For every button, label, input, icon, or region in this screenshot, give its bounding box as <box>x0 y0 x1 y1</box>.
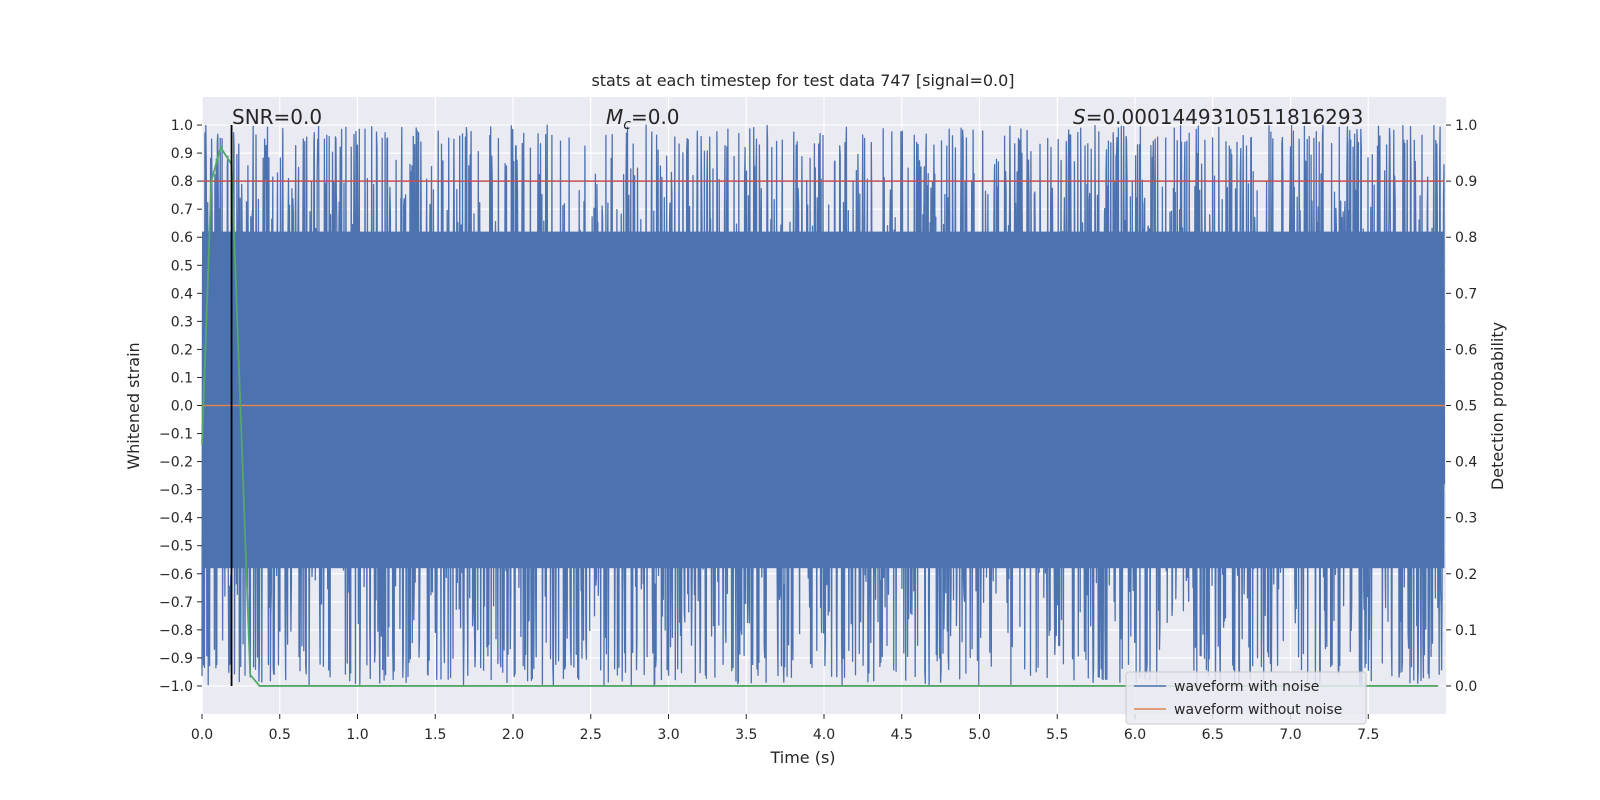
chart-title: stats at each timestep for test data 747… <box>591 71 1014 90</box>
y-tick-label: −0.3 <box>159 483 193 499</box>
x-axis-label: Time (s) <box>769 748 835 767</box>
y-tick-label: −0.8 <box>159 623 193 639</box>
y-tick-label: 0.6 <box>171 230 193 246</box>
x-tick-label: 3.5 <box>735 727 757 743</box>
noise-waveform <box>201 124 1446 687</box>
y-tick-label: 0.0 <box>171 399 193 415</box>
detection-probability-line <box>201 145 1439 687</box>
s-value: =0.0001449310511816293 <box>1086 105 1364 129</box>
x-tick-label: 2.0 <box>502 727 524 743</box>
x-tick-label: 7.5 <box>1357 727 1379 743</box>
y-tick-label: −0.1 <box>159 427 193 443</box>
y2-tick-label: 0.5 <box>1455 399 1477 415</box>
y-axis-label: Whitened strain <box>124 342 143 469</box>
mc-value: =0.0 <box>631 105 680 129</box>
x-tick-label: 6.5 <box>1202 727 1224 743</box>
y-tick-label: 0.1 <box>171 370 193 386</box>
y2-tick-label: 0.3 <box>1455 511 1477 527</box>
y2-tick-label: 1.0 <box>1455 118 1477 134</box>
legend-label-clean: waveform without noise <box>1174 702 1342 718</box>
noise-series-band <box>202 231 1445 569</box>
y-tick-label: 0.8 <box>171 174 193 190</box>
y-tick-label: 1.0 <box>171 118 193 134</box>
y-tick-label: 0.7 <box>171 202 193 218</box>
y-tick-label: 0.9 <box>171 146 193 162</box>
y-tick-label: −0.4 <box>159 511 193 527</box>
legend-label-noise: waveform with noise <box>1174 679 1319 695</box>
y-tick-label: −0.5 <box>159 539 193 555</box>
y-tick-label: −0.6 <box>159 567 193 583</box>
y-tick-label: 0.3 <box>171 314 193 330</box>
y2-axis-ticks: 1.0 0.9 0.8 0.7 0.6 0.5 0.4 0.3 0.2 0.1 0.0 <box>1446 118 1477 695</box>
x-tick-label: 4.5 <box>891 727 913 743</box>
y-tick-label: −0.7 <box>159 595 193 611</box>
x-tick-label: 1.0 <box>346 727 368 743</box>
legend-box <box>1125 671 1367 725</box>
y2-tick-label: 0.4 <box>1455 455 1477 471</box>
y-tick-label: −0.9 <box>159 651 193 667</box>
x-tick-label: 6.0 <box>1124 727 1146 743</box>
y2-tick-label: 0.2 <box>1455 567 1477 583</box>
y2-tick-label: 0.7 <box>1455 286 1477 302</box>
y-axis-ticks: 1.0 0.9 0.8 0.7 0.6 0.5 0.4 0.3 0.2 0.1 0.0 −0.1 −0.… <box>159 118 202 695</box>
overlay-lines <box>201 125 1445 687</box>
mc-subscript: c <box>623 117 631 133</box>
x-tick-label: 3.0 <box>657 727 679 743</box>
y2-axis-label: Detection probability <box>1488 322 1507 490</box>
y2-tick-label: 0.6 <box>1455 342 1477 358</box>
y-tick-label: 0.2 <box>171 342 193 358</box>
y2-tick-label: 0.0 <box>1455 679 1477 695</box>
legend: waveform with noise waveform without noi… <box>1125 671 1367 725</box>
x-tick-label: 1.5 <box>424 727 446 743</box>
x-tick-label: 5.5 <box>1046 727 1068 743</box>
x-tick-label: 7.0 <box>1279 727 1301 743</box>
x-tick-label: 0.5 <box>269 727 291 743</box>
y2-tick-label: 0.8 <box>1455 230 1477 246</box>
x-axis-ticks: 0.0 0.5 1.0 1.5 2.0 2.5 3.0 3.5 4.0 4.5 5.0 5.5 6.0 6… <box>191 714 1379 743</box>
y-tick-label: 0.5 <box>171 258 193 274</box>
x-tick-label: 5.0 <box>968 727 990 743</box>
y-tick-label: −1.0 <box>159 679 193 695</box>
s-annotation: S=0.0001449310511816293 <box>1073 105 1363 129</box>
x-tick-label: 0.0 <box>191 727 213 743</box>
y2-tick-label: 0.9 <box>1455 174 1477 190</box>
y-tick-label: 0.4 <box>171 286 193 302</box>
x-tick-label: 4.0 <box>813 727 835 743</box>
y-tick-label: −0.2 <box>159 455 193 471</box>
y2-tick-label: 0.1 <box>1455 623 1477 639</box>
mc-symbol: M <box>606 105 623 129</box>
mc-annotation: Mc=0.0 <box>606 105 680 133</box>
x-tick-label: 2.5 <box>580 727 602 743</box>
s-symbol: S <box>1073 105 1086 129</box>
snr-annotation: SNR=0.0 <box>232 105 322 129</box>
